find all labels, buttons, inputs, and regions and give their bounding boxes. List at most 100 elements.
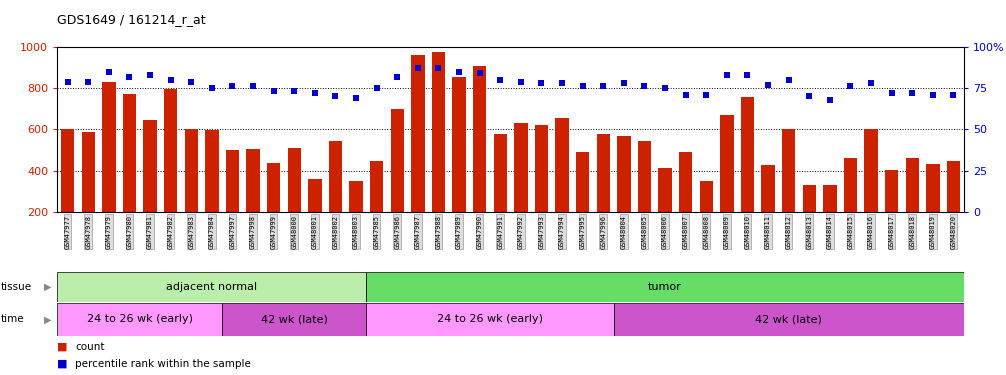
Bar bbox=[222, 303, 366, 336]
Point bbox=[925, 92, 941, 98]
Point bbox=[101, 69, 117, 75]
Point bbox=[59, 78, 75, 84]
Point bbox=[451, 69, 467, 75]
Point bbox=[637, 84, 653, 90]
Point bbox=[760, 82, 776, 88]
Bar bbox=[411, 55, 425, 253]
Bar bbox=[246, 149, 260, 253]
Bar bbox=[514, 123, 527, 253]
Point bbox=[368, 85, 384, 91]
Bar bbox=[81, 132, 95, 253]
Bar bbox=[288, 148, 301, 253]
Bar bbox=[366, 303, 614, 336]
Point bbox=[266, 88, 282, 94]
Bar bbox=[576, 152, 590, 253]
Point bbox=[616, 80, 632, 86]
Text: percentile rank within the sample: percentile rank within the sample bbox=[75, 359, 252, 369]
Bar bbox=[205, 130, 218, 253]
Text: 24 to 26 wk (early): 24 to 26 wk (early) bbox=[87, 314, 193, 324]
Bar bbox=[864, 129, 878, 253]
Text: time: time bbox=[1, 314, 24, 324]
Point bbox=[389, 74, 405, 80]
Bar bbox=[614, 303, 964, 336]
Point bbox=[348, 95, 364, 101]
Point bbox=[904, 90, 920, 96]
Bar bbox=[885, 170, 898, 253]
Bar bbox=[453, 77, 466, 253]
Bar bbox=[617, 136, 631, 253]
Point bbox=[245, 84, 262, 90]
Bar bbox=[823, 185, 837, 253]
Point bbox=[801, 93, 817, 99]
Point bbox=[307, 90, 323, 96]
Bar bbox=[184, 129, 198, 253]
Bar bbox=[366, 272, 964, 302]
Bar bbox=[164, 89, 177, 253]
Point bbox=[204, 85, 220, 91]
Point bbox=[842, 84, 858, 90]
Point bbox=[163, 77, 179, 83]
Bar bbox=[473, 66, 486, 253]
Bar bbox=[103, 82, 116, 253]
Point bbox=[698, 92, 714, 98]
Point bbox=[327, 93, 343, 99]
Point bbox=[719, 72, 735, 78]
Text: adjacent normal: adjacent normal bbox=[166, 282, 258, 292]
Text: tumor: tumor bbox=[648, 282, 682, 292]
Bar bbox=[432, 52, 445, 253]
Text: ■: ■ bbox=[57, 359, 67, 369]
Point bbox=[739, 72, 756, 78]
Bar bbox=[370, 161, 383, 253]
Bar bbox=[555, 118, 568, 253]
Point bbox=[431, 65, 447, 71]
Bar bbox=[597, 134, 610, 253]
Text: GDS1649 / 161214_r_at: GDS1649 / 161214_r_at bbox=[57, 13, 206, 26]
Point bbox=[142, 72, 158, 78]
Text: ■: ■ bbox=[57, 342, 67, 352]
Text: ▶: ▶ bbox=[44, 314, 51, 324]
Bar bbox=[61, 129, 74, 253]
Point bbox=[596, 84, 612, 90]
Bar bbox=[927, 164, 940, 253]
Point bbox=[492, 77, 508, 83]
Bar bbox=[225, 150, 239, 253]
Bar bbox=[658, 168, 672, 253]
Point bbox=[409, 65, 426, 71]
Point bbox=[224, 84, 240, 90]
Bar bbox=[699, 181, 713, 253]
Point bbox=[863, 80, 879, 86]
Bar bbox=[762, 165, 775, 253]
Bar bbox=[494, 134, 507, 253]
Bar bbox=[143, 120, 157, 253]
Bar bbox=[679, 152, 692, 253]
Point bbox=[80, 78, 97, 84]
Point bbox=[781, 77, 797, 83]
Point bbox=[183, 78, 199, 84]
Point bbox=[574, 84, 591, 90]
Text: 24 to 26 wk (early): 24 to 26 wk (early) bbox=[437, 314, 543, 324]
Bar bbox=[57, 303, 222, 336]
Bar bbox=[123, 94, 136, 253]
Bar bbox=[720, 115, 733, 253]
Point bbox=[554, 80, 570, 86]
Bar bbox=[308, 179, 322, 253]
Text: tissue: tissue bbox=[1, 282, 32, 292]
Point bbox=[533, 80, 549, 86]
Point bbox=[286, 88, 302, 94]
Bar bbox=[535, 125, 548, 253]
Bar bbox=[740, 98, 754, 253]
Point bbox=[472, 70, 488, 76]
Point bbox=[513, 78, 529, 84]
Point bbox=[122, 74, 138, 80]
Point bbox=[946, 92, 962, 98]
Bar bbox=[947, 161, 960, 253]
Bar bbox=[803, 185, 816, 253]
Point bbox=[657, 85, 673, 91]
Bar bbox=[57, 272, 366, 302]
Bar bbox=[844, 158, 857, 253]
Point bbox=[883, 90, 899, 96]
Text: 42 wk (late): 42 wk (late) bbox=[756, 314, 822, 324]
Text: ▶: ▶ bbox=[44, 282, 51, 292]
Bar bbox=[267, 164, 281, 253]
Bar bbox=[905, 158, 918, 253]
